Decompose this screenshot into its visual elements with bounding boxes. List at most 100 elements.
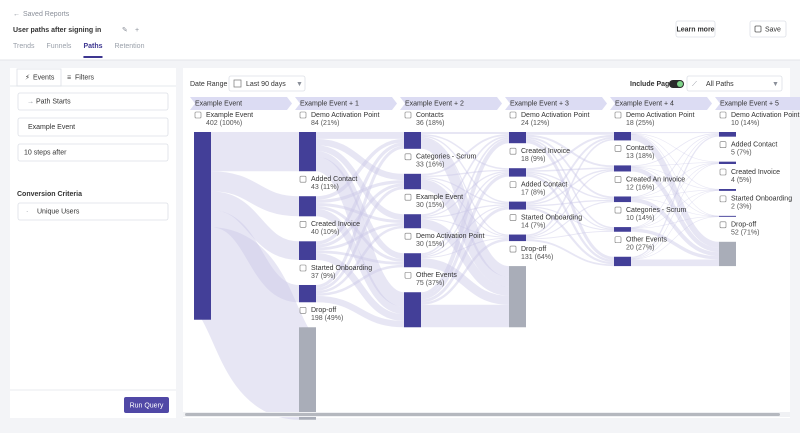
node-count: 20 (27%) <box>626 245 654 252</box>
node-icon <box>719 168 727 176</box>
node-icon <box>614 236 622 244</box>
node-bar[interactable] <box>299 241 316 260</box>
active-tab-underline <box>83 56 103 58</box>
node-icon <box>614 176 622 183</box>
flow-link <box>420 237 510 259</box>
flow-link <box>525 230 615 240</box>
node-count: 52 (71%) <box>731 230 759 237</box>
nav-tab[interactable]: Retention <box>115 43 145 50</box>
flow-link <box>420 171 510 218</box>
node-bar[interactable] <box>719 215 736 217</box>
node-icon <box>299 111 307 119</box>
flow-link <box>630 162 720 167</box>
flow-link <box>525 138 615 237</box>
node-icon <box>404 111 412 119</box>
node-bar[interactable] <box>299 327 316 420</box>
date-range-select[interactable] <box>228 75 306 92</box>
conversion-input[interactable] <box>17 202 169 221</box>
page-title: User paths after signing in <box>13 27 101 34</box>
nav-tab[interactable]: Trends <box>13 43 35 50</box>
node-bar[interactable] <box>299 284 316 303</box>
save-icon <box>754 25 762 33</box>
flow-link <box>315 186 405 291</box>
flow-link <box>315 183 405 248</box>
learn-more-button[interactable] <box>675 20 716 38</box>
steps-label: 10 steps after <box>24 149 67 156</box>
node-bar[interactable] <box>509 168 526 177</box>
filters-tab-label[interactable]: Filters <box>75 74 95 81</box>
chart-panel <box>183 68 790 418</box>
node-bar[interactable] <box>509 201 526 210</box>
node-bar[interactable] <box>509 234 526 242</box>
header-bg <box>0 0 800 60</box>
breadcrumb[interactable]: Saved Reports <box>23 11 70 18</box>
node-label: Drop-off <box>521 246 546 253</box>
steps-input[interactable] <box>17 143 169 162</box>
node-icon <box>404 271 412 279</box>
node-bar[interactable] <box>404 292 421 328</box>
node-count: 12 (16%) <box>626 184 654 191</box>
flow-link <box>630 133 720 198</box>
node-bar[interactable] <box>719 161 736 165</box>
node-bar[interactable] <box>614 227 631 232</box>
node-bar[interactable] <box>509 266 526 328</box>
path-start-label: Path Starts <box>36 98 71 105</box>
node-bar[interactable] <box>614 132 631 141</box>
flow-link <box>630 134 720 228</box>
flow-link <box>420 135 510 216</box>
node-icon <box>719 195 727 203</box>
node-bar[interactable] <box>614 196 631 203</box>
flow-link <box>420 176 510 205</box>
nav-tab[interactable]: Funnels <box>47 43 72 50</box>
node-bar[interactable] <box>719 189 736 191</box>
nav-tab[interactable]: Paths <box>83 43 102 50</box>
dropdown-caret: ▼ <box>772 81 779 88</box>
node-label: Categories - Scrum <box>416 154 476 161</box>
flow-link <box>630 166 720 217</box>
edit-icon[interactable]: ✎ <box>122 27 128 34</box>
node-icon <box>299 221 307 228</box>
flow-link <box>315 208 405 315</box>
flow-link <box>630 163 720 259</box>
node-bar[interactable] <box>299 132 316 172</box>
node-icon <box>509 245 517 253</box>
node-bar[interactable] <box>404 214 421 229</box>
node-count: 13 (18%) <box>626 153 654 160</box>
column-header-label: Example Event + 2 <box>405 100 464 107</box>
node-bar[interactable] <box>404 173 421 190</box>
save-button[interactable] <box>749 20 787 38</box>
start-event-label: Example Event <box>28 124 75 131</box>
node-bar[interactable] <box>404 132 421 149</box>
add-icon[interactable]: + <box>135 27 139 34</box>
node-bar[interactable] <box>509 132 526 144</box>
node-bar[interactable] <box>614 165 631 172</box>
node-bar[interactable] <box>404 253 421 268</box>
node-bar[interactable] <box>194 132 211 320</box>
date-range-label: Date Range <box>190 81 227 88</box>
node-bar[interactable] <box>299 196 316 217</box>
flow-link <box>630 134 720 248</box>
start-event-input[interactable] <box>17 117 169 137</box>
flow-link <box>420 133 510 170</box>
flow-link <box>525 199 615 207</box>
flow-link <box>630 133 720 190</box>
run-query-button[interactable] <box>124 397 169 413</box>
node-bar[interactable] <box>719 241 736 267</box>
flow-link <box>630 135 720 259</box>
node-bar[interactable] <box>614 256 631 267</box>
node-bar[interactable] <box>719 132 736 137</box>
flow-link <box>630 166 720 190</box>
paths-select[interactable] <box>686 75 783 92</box>
flow-link <box>630 198 720 257</box>
flow-link <box>315 222 405 251</box>
flow-link <box>420 219 510 296</box>
node-icon <box>509 181 517 188</box>
filters-tab-icon: ≡ <box>67 74 71 81</box>
node-icon <box>299 264 307 272</box>
back-arrow[interactable]: ← <box>13 11 20 18</box>
path-start-input[interactable] <box>17 92 169 111</box>
column-header-label: Example Event + 4 <box>615 100 674 107</box>
node-icon <box>404 153 412 161</box>
node-count: 5 (7%) <box>731 150 752 157</box>
scrollbar-thumb[interactable] <box>185 413 780 416</box>
